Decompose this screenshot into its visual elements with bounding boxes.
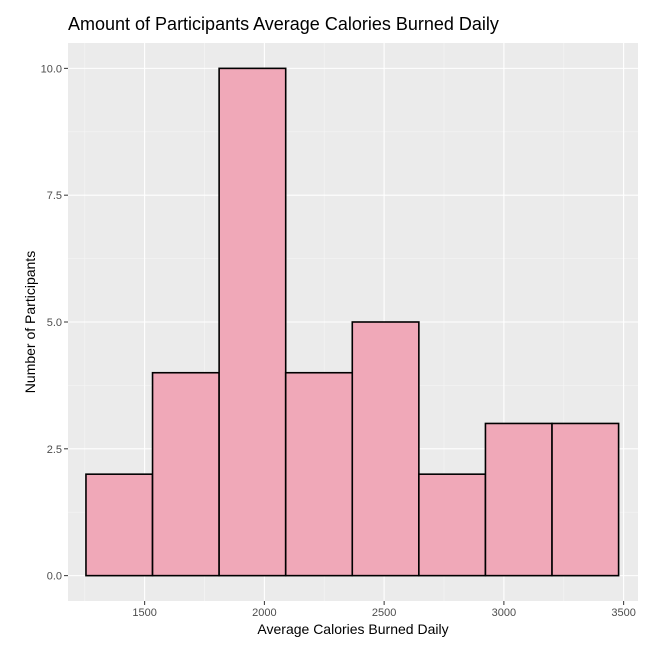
histogram-bar (551, 422, 620, 577)
x-tick-label: 2500 (372, 607, 396, 619)
x-tick-label: 3500 (611, 607, 635, 619)
y-axis-title: Number of Participants (22, 251, 38, 393)
histogram-bar (218, 67, 287, 577)
y-tick-label: 10.0 (41, 63, 62, 75)
histogram-bars (85, 67, 620, 577)
chart-title: Amount of Participants Average Calories … (68, 14, 499, 34)
histogram-bar (151, 371, 220, 577)
x-tick-label: 2000 (252, 607, 276, 619)
histogram-bar (351, 321, 420, 577)
y-tick-label: 0.0 (47, 571, 62, 583)
x-tick-label: 3000 (492, 607, 516, 619)
x-axis: 1500 2000 2500 3000 3500 (132, 601, 636, 619)
y-tick-label: 2.5 (47, 444, 62, 456)
x-tick-label: 1500 (132, 607, 156, 619)
histogram-bar (85, 473, 154, 577)
x-axis-title: Average Calories Burned Daily (257, 621, 448, 637)
histogram-bar (484, 422, 553, 577)
histogram-bar (284, 371, 354, 577)
y-axis: 0.0 2.5 5.0 7.5 10.0 (41, 63, 68, 583)
y-tick-label: 7.5 (47, 190, 62, 202)
histogram-bar (418, 473, 487, 577)
y-tick-label: 5.0 (47, 317, 62, 329)
